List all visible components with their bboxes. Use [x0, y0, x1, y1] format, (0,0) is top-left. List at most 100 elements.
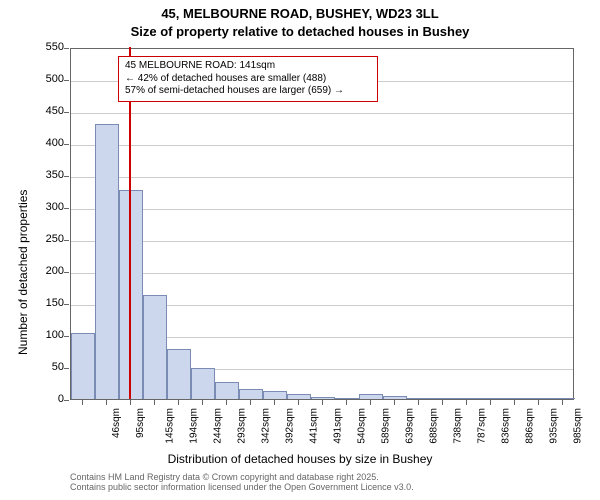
x-tick-label: 639sqm — [405, 408, 416, 444]
bar — [287, 394, 311, 399]
x-tick-label: 46sqm — [111, 408, 122, 438]
x-tick-label: 95sqm — [135, 408, 146, 438]
y-tick-label: 500 — [32, 73, 64, 85]
x-tick-mark — [538, 400, 539, 405]
y-tick-mark — [64, 80, 69, 81]
x-tick-label: 342sqm — [261, 408, 272, 444]
y-tick-label: 0 — [32, 393, 64, 405]
y-tick-label: 250 — [32, 233, 64, 245]
bar — [407, 398, 431, 399]
x-tick-label: 935sqm — [549, 408, 560, 444]
x-tick-mark — [418, 400, 419, 405]
x-tick-label: 491sqm — [333, 408, 344, 444]
x-tick-label: 145sqm — [165, 408, 176, 444]
y-tick-mark — [64, 176, 69, 177]
x-tick-mark — [178, 400, 179, 405]
bar — [311, 397, 335, 399]
x-tick-label: 441sqm — [309, 408, 320, 444]
bar — [551, 398, 575, 399]
bar — [431, 398, 455, 399]
gridline — [71, 145, 573, 146]
bar — [143, 295, 167, 399]
y-tick-mark — [64, 336, 69, 337]
x-axis-label: Distribution of detached houses by size … — [0, 452, 600, 466]
y-tick-mark — [64, 48, 69, 49]
chart-title-line2: Size of property relative to detached ho… — [0, 24, 600, 39]
y-tick-mark — [64, 240, 69, 241]
bar — [71, 333, 95, 399]
bar — [335, 398, 359, 399]
bar — [167, 349, 191, 399]
y-tick-label: 350 — [32, 169, 64, 181]
y-tick-mark — [64, 400, 69, 401]
x-tick-label: 293sqm — [237, 408, 248, 444]
x-tick-mark — [130, 400, 131, 405]
x-tick-mark — [562, 400, 563, 405]
x-tick-mark — [106, 400, 107, 405]
x-tick-mark — [466, 400, 467, 405]
bar — [215, 382, 239, 399]
y-tick-mark — [64, 144, 69, 145]
x-tick-mark — [298, 400, 299, 405]
gridline — [71, 209, 573, 210]
attribution-note: Contains HM Land Registry data © Crown c… — [70, 472, 414, 492]
y-tick-mark — [64, 208, 69, 209]
x-tick-label: 194sqm — [189, 408, 200, 444]
bar — [359, 394, 383, 399]
y-tick-mark — [64, 112, 69, 113]
x-tick-mark — [274, 400, 275, 405]
chart-title-line1: 45, MELBOURNE ROAD, BUSHEY, WD23 3LL — [0, 6, 600, 21]
bar — [455, 398, 479, 399]
x-tick-mark — [154, 400, 155, 405]
x-tick-mark — [322, 400, 323, 405]
y-axis-label: Number of detached properties — [16, 190, 30, 355]
x-tick-mark — [442, 400, 443, 405]
y-tick-label: 450 — [32, 105, 64, 117]
bar — [479, 398, 503, 399]
y-tick-label: 400 — [32, 137, 64, 149]
x-tick-mark — [250, 400, 251, 405]
x-tick-mark — [514, 400, 515, 405]
x-tick-label: 589sqm — [381, 408, 392, 444]
gridline — [71, 113, 573, 114]
x-tick-mark — [370, 400, 371, 405]
x-tick-label: 985sqm — [573, 408, 584, 444]
x-tick-label: 540sqm — [357, 408, 368, 444]
gridline — [71, 241, 573, 242]
y-tick-label: 200 — [32, 265, 64, 277]
bar — [239, 389, 263, 399]
x-tick-mark — [202, 400, 203, 405]
bar — [263, 391, 287, 399]
y-tick-label: 50 — [32, 361, 64, 373]
gridline — [71, 177, 573, 178]
annotation-line-1: 57% of semi-detached houses are larger (… — [125, 85, 371, 98]
x-tick-label: 244sqm — [213, 408, 224, 444]
x-tick-label: 392sqm — [285, 408, 296, 444]
x-tick-mark — [394, 400, 395, 405]
y-tick-mark — [64, 304, 69, 305]
x-tick-label: 738sqm — [453, 408, 464, 444]
x-tick-label: 688sqm — [429, 408, 440, 444]
annotation-box: 45 MELBOURNE ROAD: 141sqm← 42% of detach… — [118, 56, 378, 102]
bar — [527, 398, 551, 399]
x-tick-label: 787sqm — [477, 408, 488, 444]
y-tick-mark — [64, 272, 69, 273]
y-tick-label: 150 — [32, 297, 64, 309]
y-tick-mark — [64, 368, 69, 369]
x-tick-label: 836sqm — [501, 408, 512, 444]
annotation-line-0: ← 42% of detached houses are smaller (48… — [125, 73, 371, 86]
y-tick-label: 100 — [32, 329, 64, 341]
bar — [503, 398, 527, 399]
x-tick-mark — [490, 400, 491, 405]
y-tick-label: 550 — [32, 41, 64, 53]
x-tick-label: 886sqm — [525, 408, 536, 444]
x-tick-mark — [82, 400, 83, 405]
bar — [191, 368, 215, 399]
y-tick-label: 300 — [32, 201, 64, 213]
bar — [95, 124, 119, 399]
gridline — [71, 273, 573, 274]
x-tick-mark — [226, 400, 227, 405]
annotation-subject: 45 MELBOURNE ROAD: 141sqm — [125, 60, 371, 73]
x-tick-mark — [346, 400, 347, 405]
bar — [383, 396, 407, 399]
